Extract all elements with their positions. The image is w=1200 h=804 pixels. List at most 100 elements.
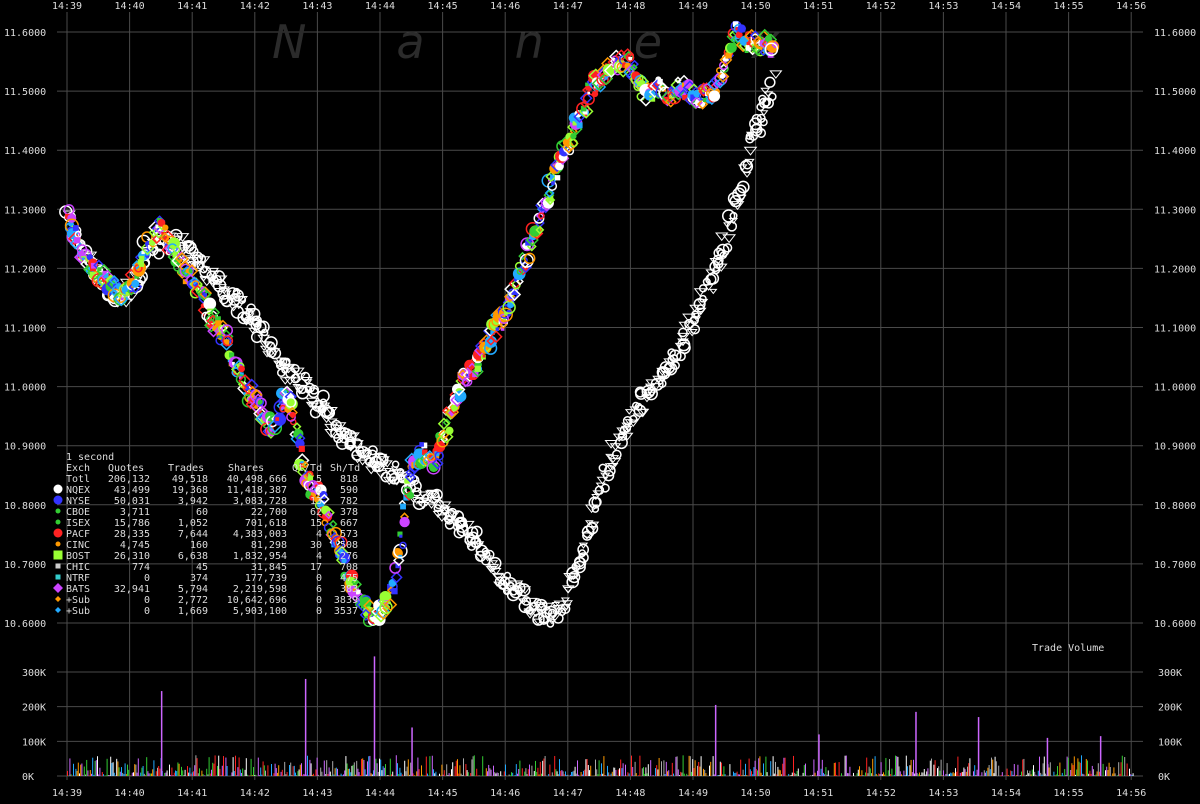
volume-bar: [152, 769, 153, 776]
volume-bar: [690, 756, 691, 776]
volume-bar: [258, 758, 259, 776]
volume-bar: [588, 765, 589, 776]
volume-bar: [125, 763, 126, 776]
volume-bar: [839, 762, 840, 776]
volume-bar: [335, 768, 336, 776]
volume-bar: [1067, 757, 1068, 776]
volume-bar: [911, 760, 912, 776]
legend-qt-td: 62: [310, 507, 322, 518]
volume-bar: [920, 775, 921, 776]
volume-bar: [963, 768, 964, 776]
legend-exch: CINC: [66, 540, 90, 551]
volume-bar: [97, 756, 98, 776]
volume-bar: [998, 766, 999, 776]
volume-bar: [349, 769, 350, 776]
volume-bar: [632, 767, 633, 776]
volume-bar: [210, 774, 211, 776]
volume-bar: [1007, 769, 1008, 776]
volume-bar: [1059, 763, 1060, 776]
volume-bar: [68, 775, 69, 776]
volume-bar: [519, 761, 520, 776]
volume-bar: [1095, 775, 1096, 776]
volume-bar: [812, 775, 813, 776]
volume-bar: [1080, 763, 1081, 776]
volume-bar: [110, 757, 111, 776]
volume-bar: [783, 758, 784, 776]
volume-bar: [570, 775, 571, 776]
volume-bar: [493, 766, 494, 776]
legend-quotes: 26,310: [114, 551, 150, 562]
volume-bar: [600, 774, 601, 776]
volume-bar: [392, 772, 393, 776]
volume-bar: [974, 765, 975, 776]
volume-tick-right: 100K: [1158, 737, 1182, 748]
volume-bar: [917, 773, 918, 776]
volume-bar: [647, 773, 648, 776]
volume-bar: [465, 764, 466, 776]
time-tick-top: 14:53: [928, 1, 958, 12]
volume-bar: [309, 760, 310, 776]
volume-bar: [770, 761, 771, 776]
volume-bar: [355, 775, 356, 776]
volume-bar: [1011, 771, 1012, 776]
volume-bar: [751, 771, 752, 776]
volume-bar: [881, 762, 882, 776]
quote-point: [121, 297, 124, 300]
volume-bar: [176, 771, 177, 776]
volume-bar: [255, 775, 256, 776]
volume-bar: [941, 760, 942, 776]
volume-bar: [858, 770, 859, 776]
volume-bar: [571, 772, 572, 776]
volume-bar: [763, 763, 764, 776]
volume-bar: [549, 765, 550, 776]
volume-bar: [212, 763, 213, 776]
volume-bar: [834, 763, 835, 776]
volume-bar: [204, 775, 205, 776]
volume-bar: [158, 766, 159, 776]
volume-bar: [297, 771, 298, 776]
trade-point: [769, 93, 776, 100]
volume-bar: [725, 774, 726, 776]
volume-spike: [305, 679, 307, 776]
watermark-text: Nanex: [272, 15, 869, 69]
quote-point: [290, 412, 296, 418]
volume-bar: [949, 774, 950, 776]
volume-bar: [1021, 772, 1022, 776]
volume-bar: [105, 775, 106, 776]
volume-bar: [83, 775, 84, 776]
legend-qt-td: 4: [316, 551, 322, 562]
legend-shares: 2,219,598: [233, 584, 287, 595]
volume-bar: [823, 773, 824, 776]
legend-qt-td: 2: [316, 485, 322, 496]
volume-bar: [635, 762, 636, 776]
volume-bar: [234, 771, 235, 776]
legend-trades: 1,669: [178, 606, 208, 617]
volume-bar: [199, 768, 200, 776]
legend-exch: CBOE: [66, 507, 90, 518]
volume-bar: [510, 775, 511, 776]
time-tick-bottom: 14:39: [52, 788, 82, 799]
volume-bar: [1008, 775, 1009, 776]
volume-bar: [171, 768, 172, 776]
trade-point: [770, 71, 781, 78]
price-tick-left: 11.1000: [4, 324, 46, 335]
volume-bar: [863, 775, 864, 776]
volume-bar: [404, 761, 405, 776]
volume-bar: [215, 755, 216, 776]
volume-bar: [935, 760, 936, 776]
volume-bar: [536, 772, 537, 776]
volume-bar: [1053, 772, 1054, 776]
volume-bar: [611, 774, 612, 776]
volume-bar: [590, 766, 591, 776]
volume-bar: [1045, 774, 1046, 776]
volume-bar: [377, 763, 378, 776]
quote-point: [179, 259, 182, 262]
quote-point: [400, 504, 406, 510]
volume-bar: [860, 775, 861, 776]
volume-bar: [416, 771, 417, 776]
volume-bar: [661, 761, 662, 776]
volume-bar: [582, 774, 583, 776]
volume-bar: [923, 773, 924, 776]
volume-bar: [677, 756, 678, 776]
volume-spike: [374, 656, 376, 776]
